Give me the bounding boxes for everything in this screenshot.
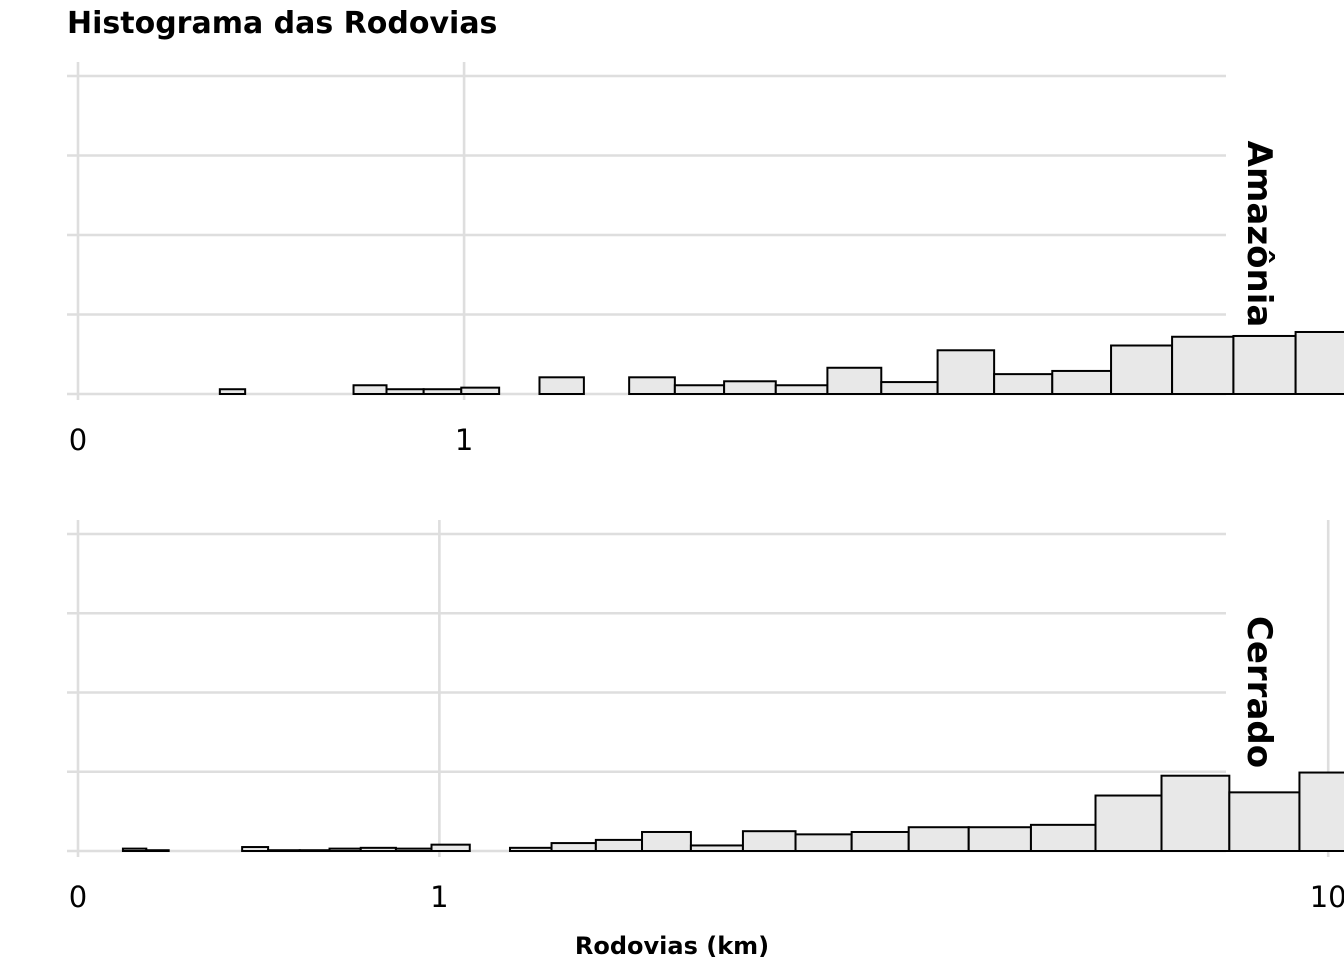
histogram-bar (352, 384, 388, 396)
histogram-bar (826, 366, 883, 396)
histogram-bar (1051, 369, 1113, 396)
histogram-bar (1171, 335, 1235, 396)
x-tick-label: 1 (430, 880, 448, 914)
panel-cerrado: 0110100 Cerrado (67, 520, 1344, 914)
x-tick-label: 10 (1310, 880, 1344, 914)
histogram-bar (430, 843, 471, 852)
chart-title: Histograma das Rodovias (67, 6, 497, 41)
histogram-bar (723, 380, 777, 395)
histogram-bar (508, 846, 553, 853)
histogram-bar (394, 847, 433, 852)
histogram-bar (328, 847, 362, 852)
x-axis-label: Rodovias (km) (575, 932, 769, 960)
x-tick-label: 1 (455, 423, 473, 457)
histogram-bar (907, 826, 970, 852)
histogram-bar (538, 376, 585, 395)
x-tick-label: 0 (69, 880, 87, 914)
x-tick-label: 0 (69, 423, 87, 457)
histogram-bar (145, 849, 170, 853)
histogram-bar (422, 388, 463, 396)
histogram-bar (673, 384, 726, 396)
histogram-bar (267, 849, 301, 853)
histogram-bar (936, 349, 996, 395)
histogram-bar (1094, 794, 1163, 853)
histogram-bar (460, 386, 501, 396)
histogram-bar (1232, 334, 1297, 395)
histogram-bar (359, 846, 397, 853)
histogram-bar (1294, 330, 1344, 395)
histogram-bar (1298, 771, 1344, 852)
histogram-bar (628, 376, 676, 395)
histogram-bar (385, 388, 425, 396)
histogram-bar (1228, 791, 1301, 852)
histogram-bar (741, 830, 797, 852)
histogram-bar (550, 842, 597, 853)
histogram-bar (1110, 344, 1174, 396)
histogram-bar (689, 844, 744, 853)
histogram-bar (594, 838, 644, 853)
histogram-bar (121, 847, 148, 852)
histogram-bar (641, 830, 692, 852)
x-tick-labels-cerrado: 0110100 (69, 880, 1344, 914)
strip-label-cerrado: Cerrado (1239, 616, 1279, 768)
histogram-bar (774, 384, 829, 396)
histogram-bar (218, 388, 247, 396)
strip-label-amazonia: Amazônia (1239, 141, 1279, 328)
histogram-bar (241, 846, 270, 852)
histogram-bar (1029, 823, 1097, 852)
histogram-bar (967, 826, 1032, 852)
bars-cerrado (121, 771, 1344, 853)
histogram-bar (298, 849, 331, 853)
histogram-bar (794, 833, 853, 852)
histogram-bar (1160, 774, 1231, 853)
histogram-bar (850, 830, 910, 852)
bars-amazonia (218, 330, 1344, 396)
histogram-bar (993, 373, 1054, 395)
histogram-bar (880, 381, 939, 396)
